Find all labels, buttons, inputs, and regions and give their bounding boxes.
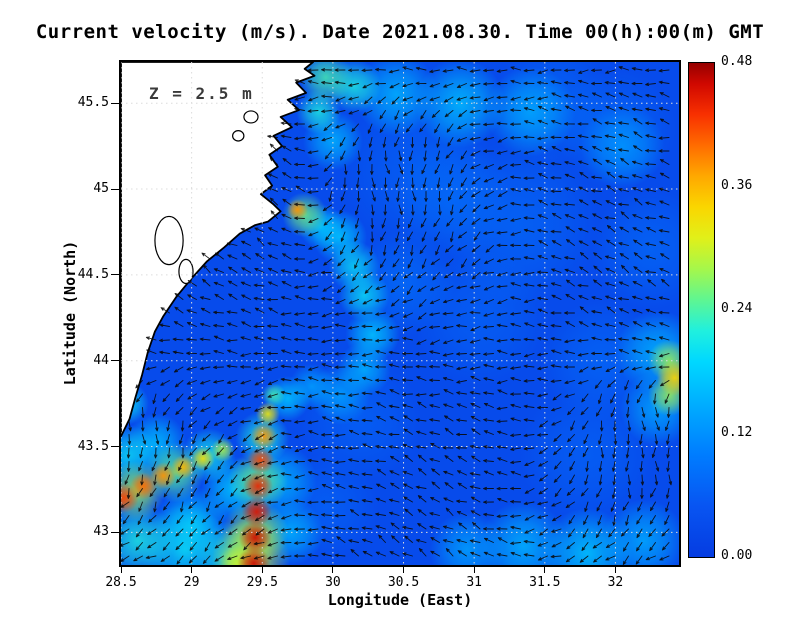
- x-tick-label: 29: [183, 575, 200, 590]
- colorbar-tick-label: 0.00: [721, 548, 753, 563]
- x-tick-label: 31.5: [529, 575, 561, 590]
- colorbar-tick-label: 0.36: [721, 177, 753, 193]
- x-tick: [403, 567, 404, 573]
- colorbar-tick-label: 0.24: [721, 301, 753, 316]
- colorbar: [688, 62, 715, 558]
- x-tick: [473, 567, 475, 573]
- x-tick: [332, 567, 334, 573]
- colorbar-tick-label: 0.12: [721, 424, 753, 440]
- depth-annotation: Z = 2.5 m: [149, 84, 254, 103]
- x-tick-label: 31: [466, 575, 483, 590]
- x-tick-label: 30.5: [387, 575, 420, 590]
- x-tick-label: 29.5: [246, 575, 278, 590]
- y-tick-label: 43.5: [77, 438, 109, 454]
- x-tick-label: 30: [325, 575, 341, 590]
- y-tick-label: 44.5: [77, 266, 109, 282]
- x-tick-label: 28.5: [105, 575, 137, 590]
- x-tick: [120, 567, 122, 573]
- colorbar-tick-label: 0.48: [721, 54, 753, 69]
- y-tick: [111, 531, 119, 533]
- plot-area: Z = 2.5 m: [119, 60, 681, 567]
- x-tick: [261, 567, 263, 573]
- y-tick-label: 45: [93, 181, 109, 196]
- velocity-field-canvas: [121, 62, 679, 565]
- y-tick-label: 44: [93, 352, 109, 368]
- x-axis-label: Longitude (East): [327, 591, 473, 609]
- x-tick-label: 32: [607, 575, 624, 590]
- y-tick: [111, 188, 119, 190]
- chart-title: Current velocity (m/s). Date 2021.08.30.…: [35, 21, 765, 43]
- x-tick: [191, 567, 193, 573]
- x-tick: [544, 567, 546, 573]
- y-tick: [111, 102, 119, 104]
- y-tick: [111, 360, 119, 362]
- y-tick-label: 45.5: [77, 95, 109, 111]
- y-tick: [111, 446, 119, 447]
- y-tick: [111, 274, 119, 276]
- x-tick: [614, 567, 616, 573]
- y-tick-label: 43: [93, 524, 109, 540]
